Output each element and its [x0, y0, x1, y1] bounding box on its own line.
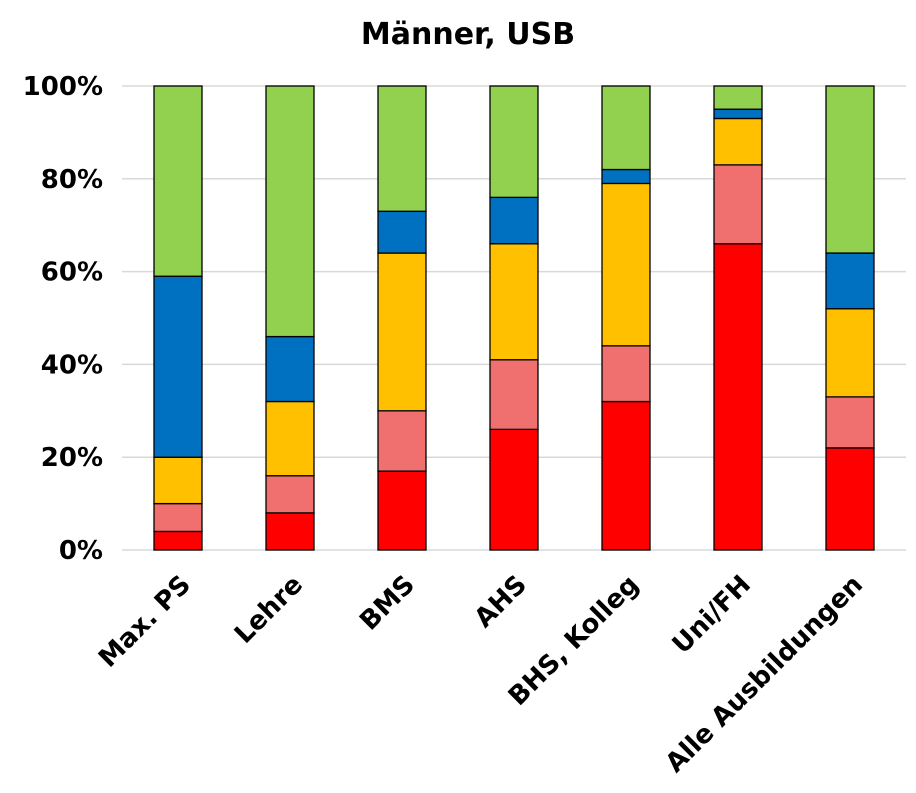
bar-segment [377, 210, 427, 254]
bar-segment [153, 456, 203, 505]
chart-title: Männer, USB [361, 17, 575, 52]
bar-segment [825, 308, 875, 398]
y-tick-label: 80% [41, 165, 103, 195]
bar-segment [377, 85, 427, 212]
bar-segment [601, 345, 651, 403]
bar-segment [601, 182, 651, 347]
bar-segment [825, 396, 875, 449]
bar-segment [153, 275, 203, 458]
y-tick-label: 100% [23, 72, 103, 102]
bar-segment [265, 85, 315, 338]
bars [153, 85, 875, 551]
y-tick-label: 60% [41, 258, 103, 288]
bar-segment [713, 117, 763, 166]
x-tick-label: Uni/FH [667, 570, 757, 660]
bar-segment [489, 85, 539, 199]
bar-segment [825, 85, 875, 254]
bar-segment [489, 196, 539, 245]
bar-segment [713, 85, 763, 110]
bar-segment [265, 400, 315, 477]
bar-segment [377, 470, 427, 551]
bar-segment [713, 164, 763, 245]
y-tick-label: 0% [59, 536, 103, 566]
bar-segment [601, 168, 651, 185]
x-tick-label: Max. PS [93, 570, 197, 674]
bar-segment [713, 108, 763, 120]
y-tick-label: 40% [41, 350, 103, 380]
bar-segment [265, 512, 315, 551]
bar-segment [153, 530, 203, 551]
x-tick-label: Alle Ausbildungen [660, 570, 869, 779]
bar-segment [377, 252, 427, 412]
y-tick-label: 20% [41, 443, 103, 473]
bar-segment [265, 475, 315, 514]
bar-segment [377, 410, 427, 472]
bar-segment [153, 85, 203, 277]
bar-segment [153, 502, 203, 533]
x-tick-label: AHS [469, 570, 533, 634]
bar-segment [601, 400, 651, 551]
bar-segment [265, 335, 315, 403]
x-tick-label: BMS [354, 570, 421, 637]
bar-segment [489, 243, 539, 361]
bar-segment [825, 447, 875, 551]
bar-segment [489, 359, 539, 431]
y-axis-ticks: 0% 20% 40% 60% 80% 100% [23, 72, 103, 566]
bar-segment [601, 85, 651, 171]
bar-segment [713, 243, 763, 551]
bar-segment [489, 428, 539, 551]
x-tick-label: Lehre [229, 570, 309, 650]
bar-segment [825, 252, 875, 310]
